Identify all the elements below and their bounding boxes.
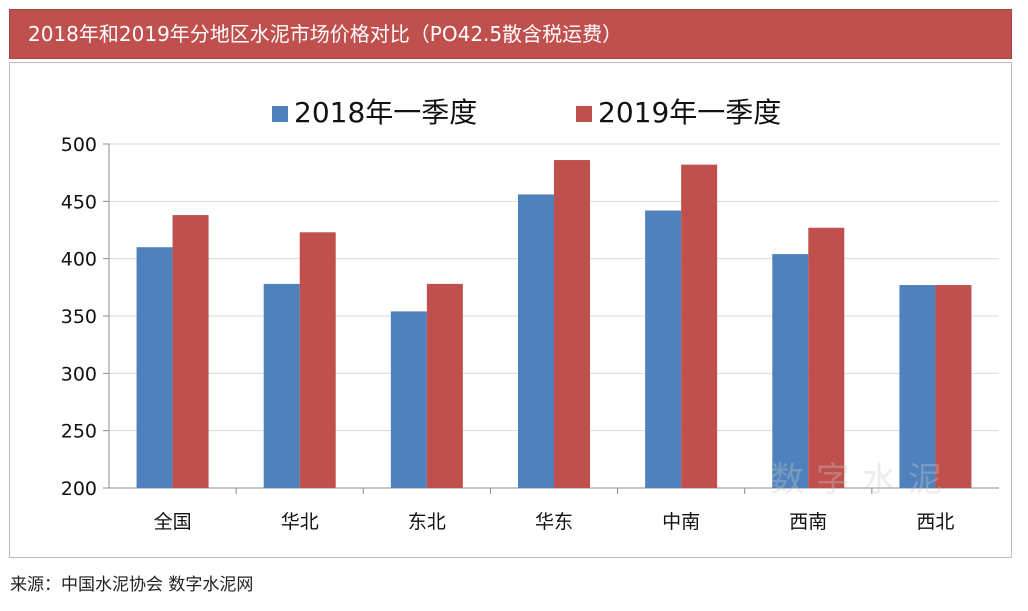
bar-2019-1 xyxy=(299,232,336,488)
legend-label-2018: 2018年一季度 xyxy=(294,96,477,129)
legend: 2018年一季度 2019年一季度 xyxy=(272,96,781,129)
bar-2018-2 xyxy=(390,311,427,488)
y-axis: 200 250 300 350 400 450 500 xyxy=(61,134,110,500)
y-tick-label: 200 xyxy=(61,478,97,500)
x-tick-label: 华东 xyxy=(535,511,573,533)
bar-2019-0 xyxy=(172,215,209,489)
y-tick-label: 350 xyxy=(61,306,97,328)
x-tick-label: 中南 xyxy=(662,511,700,533)
y-tick-label: 250 xyxy=(61,421,97,443)
y-tick-label: 400 xyxy=(61,249,97,271)
chart-frame: 2018年一季度 2019年一季度 200 250 300 350 400 450 500 … xyxy=(9,62,1012,558)
x-axis: 全国 华北 东北 华东 中南 西南 西北 xyxy=(154,488,954,533)
bar-2019-6 xyxy=(935,285,972,488)
bars xyxy=(136,160,972,489)
x-tick-label: 华北 xyxy=(281,511,319,533)
x-tick-label: 全国 xyxy=(154,511,192,533)
bar-2019-4 xyxy=(681,164,718,488)
y-tick-label: 300 xyxy=(61,363,97,385)
chart-title: 2018年和2019年分地区水泥市场价格对比（PO42.5散含税运费） xyxy=(28,22,623,46)
x-tick-label: 东北 xyxy=(408,511,446,533)
bar-2018-1 xyxy=(263,283,300,488)
bar-chart: 2018年一季度 2019年一季度 200250300350400450500 … xyxy=(61,96,999,533)
y-tick-label: 450 xyxy=(61,191,97,213)
watermark-text: 数字水泥 xyxy=(770,460,954,500)
legend-swatch-2019 xyxy=(576,106,592,122)
legend-label-2019: 2019年一季度 xyxy=(598,96,781,129)
bar-2018-0 xyxy=(136,247,173,488)
x-tick-label: 西南 xyxy=(789,511,827,533)
bar-2018-4 xyxy=(645,210,682,489)
bar-2019-5 xyxy=(808,227,845,488)
y-tick-label: 500 xyxy=(61,134,97,156)
x-tick-label: 西北 xyxy=(916,511,954,533)
bar-2018-3 xyxy=(518,194,554,488)
legend-swatch-2018 xyxy=(272,106,288,122)
bar-2018-5 xyxy=(772,254,809,488)
bar-2019-2 xyxy=(426,283,463,488)
bar-2019-3 xyxy=(554,160,590,488)
source-note: 来源：中国水泥协会 数字水泥网 xyxy=(10,575,254,595)
bar-2018-6 xyxy=(899,285,936,488)
chart-title-bar: 2018年和2019年分地区水泥市场价格对比（PO42.5散含税运费） xyxy=(9,9,1012,59)
